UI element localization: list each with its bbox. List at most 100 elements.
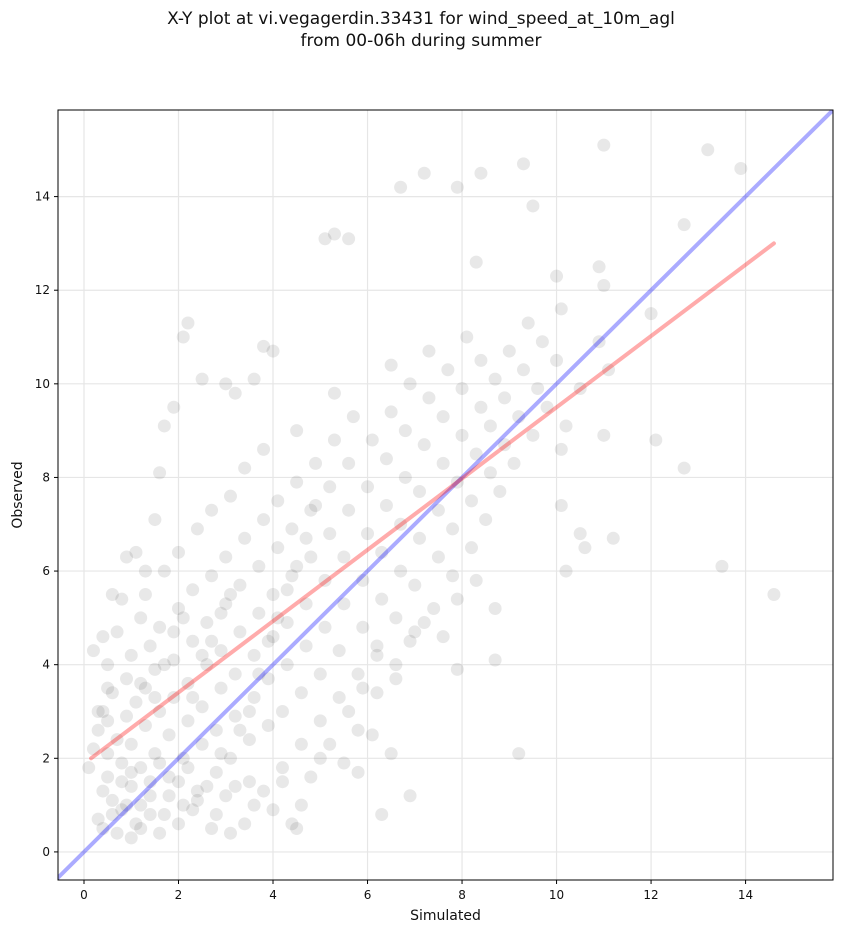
scatter-point [176, 611, 190, 625]
scatter-point [134, 611, 148, 625]
scatter-point [153, 756, 167, 770]
scatter-point [294, 798, 308, 812]
scatter-point [228, 386, 242, 400]
scatter-point [261, 672, 275, 686]
scatter-point [205, 634, 219, 648]
scatter-point [86, 644, 100, 658]
scatter-point [413, 484, 427, 498]
scatter-point [205, 503, 219, 517]
scatter-point [176, 751, 190, 765]
scatter-point [493, 484, 507, 498]
scatter-point [512, 410, 526, 424]
scatter-point [403, 634, 417, 648]
y-tick-label: 14 [35, 190, 50, 204]
scatter-point [167, 625, 181, 639]
scatter-point [394, 180, 408, 194]
scatter-point [498, 438, 512, 452]
scatter-point [148, 513, 162, 527]
scatter-point [417, 438, 431, 452]
scatter-point [422, 391, 436, 405]
scatter-point [134, 761, 148, 775]
scatter-point [431, 550, 445, 564]
scatter-point [190, 784, 204, 798]
scatter-point [105, 686, 119, 700]
scatter-point [257, 784, 271, 798]
scatter-point [285, 522, 299, 536]
scatter-point [531, 382, 545, 396]
scatter-point [186, 803, 200, 817]
scatter-point [370, 639, 384, 653]
scatter-point [129, 817, 143, 831]
scatter-point [644, 307, 658, 321]
scatter-point [252, 667, 266, 681]
scatter-point [200, 658, 214, 672]
scatter-point [124, 765, 138, 779]
scatter-point [91, 812, 105, 826]
scatter-point [285, 569, 299, 583]
scatter-point [464, 494, 478, 508]
scatter-point [379, 452, 393, 466]
scatter-point [209, 723, 223, 737]
grid-lines [58, 110, 833, 880]
scatter-point [375, 545, 389, 559]
scatter-point [488, 602, 502, 616]
scatter-point [172, 602, 186, 616]
scatter-point [96, 822, 110, 836]
scatter-point [195, 648, 209, 662]
scatter-point [181, 761, 195, 775]
scatter-point [214, 644, 228, 658]
scatter-point [559, 564, 573, 578]
scatter-point [134, 676, 148, 690]
scatter-point [190, 522, 204, 536]
scatter-point [573, 382, 587, 396]
scatter-point [219, 789, 233, 803]
data-points [82, 138, 781, 845]
scatter-point [389, 672, 403, 686]
scatter-point [167, 690, 181, 704]
scatter-point [342, 232, 356, 246]
scatter-point [91, 723, 105, 737]
y-tick-label: 0 [42, 845, 50, 859]
scatter-point [190, 793, 204, 807]
scatter-point [323, 480, 337, 494]
scatter-point [507, 456, 521, 470]
scatter-point [153, 620, 167, 634]
scatter-point [172, 545, 186, 559]
scatter-point [205, 569, 219, 583]
scatter-point [516, 157, 530, 171]
scatter-point [450, 592, 464, 606]
scatter-point [162, 728, 176, 742]
scatter-point [318, 232, 332, 246]
scatter-point [153, 466, 167, 480]
x-tick-label: 12 [643, 888, 658, 902]
scatter-point [101, 770, 115, 784]
scatter-point [120, 798, 134, 812]
scatter-point [153, 704, 167, 718]
scatter-point [436, 410, 450, 424]
scatter-point [242, 704, 256, 718]
y-tick-label: 10 [35, 377, 50, 391]
scatter-point [91, 704, 105, 718]
scatter-point [323, 527, 337, 541]
scatter-point [332, 644, 346, 658]
scatter-point [261, 719, 275, 733]
scatter-point [309, 456, 323, 470]
scatter-point [101, 747, 115, 761]
y-axis-label: Observed [10, 461, 26, 528]
scatter-point [115, 592, 129, 606]
scatter-point [483, 419, 497, 433]
scatter-point [342, 704, 356, 718]
scatter-point [233, 578, 247, 592]
scatter-point [242, 733, 256, 747]
scatter-point [327, 227, 341, 241]
regression-line [89, 241, 776, 761]
scatter-point [450, 662, 464, 676]
scatter-point [129, 545, 143, 559]
scatter-point [101, 714, 115, 728]
scatter-point [365, 728, 379, 742]
scatter-point [195, 372, 209, 386]
scatter-point [474, 166, 488, 180]
scatter-point [143, 775, 157, 789]
scatter-point [342, 456, 356, 470]
scatter-point [186, 634, 200, 648]
